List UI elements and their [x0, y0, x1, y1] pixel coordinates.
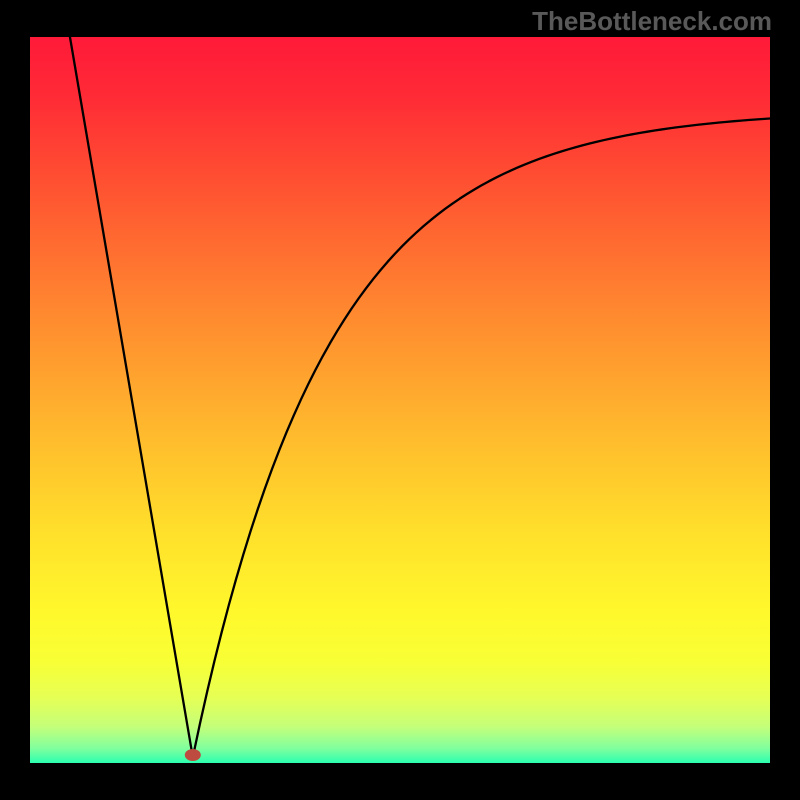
frame-border-bottom: [0, 763, 800, 800]
minimum-marker: [185, 749, 201, 761]
frame-border-right: [770, 0, 800, 800]
curve-path: [70, 37, 770, 757]
bottleneck-curve: [30, 37, 770, 763]
watermark-text: TheBottleneck.com: [532, 6, 772, 37]
frame-border-left: [0, 0, 30, 800]
plot-area: [30, 37, 770, 763]
